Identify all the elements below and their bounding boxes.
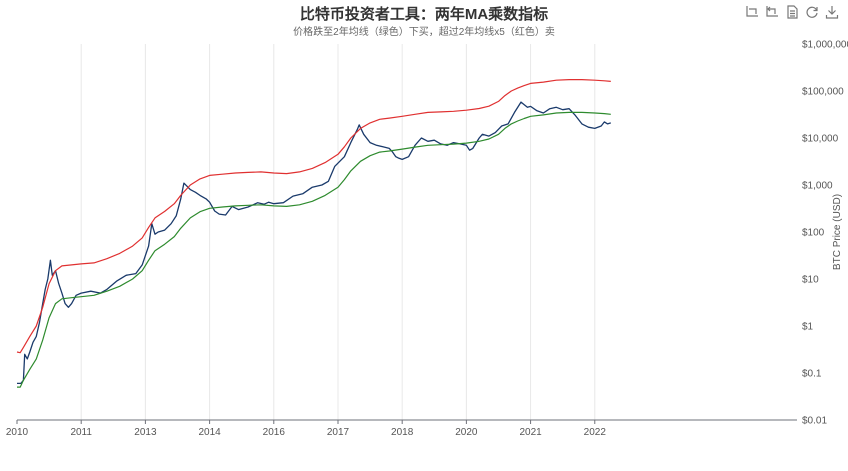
series-line-2 — [16, 79, 611, 354]
y-tick-label: $100 — [802, 228, 825, 239]
series-line-0 — [17, 101, 611, 385]
x-tick-label: 2013 — [134, 427, 157, 438]
x-tick-label: 2014 — [198, 427, 221, 438]
chart-subtitle: 价格跌至2年均线（绿色）下买，超过2年均线x5（红色）卖 — [293, 27, 555, 38]
toolbox — [744, 5, 840, 21]
series-layer — [16, 79, 611, 388]
zoom-reset-icon[interactable] — [764, 5, 780, 21]
series-line-1 — [17, 111, 611, 388]
y-tick-label: $1,000 — [802, 181, 833, 192]
y-axis-label: BTC Price (USD) — [832, 194, 843, 270]
axis-layer: 2010 2011 2013 2014 2016 2017 2018 2020 2021 2022… — [6, 40, 848, 439]
x-tick-label: 2016 — [263, 427, 286, 438]
data-view-icon[interactable] — [784, 5, 800, 21]
x-tick-label: 2017 — [327, 427, 350, 438]
x-tick-label: 2020 — [455, 427, 478, 438]
x-tick-label: 2010 — [6, 427, 29, 438]
download-icon[interactable] — [824, 5, 840, 21]
y-tick-label: $10 — [802, 275, 819, 286]
restore-icon[interactable] — [804, 5, 820, 21]
x-tick-label: 2021 — [519, 427, 542, 438]
zoom-icon[interactable] — [744, 5, 760, 21]
chart-title: 比特币投资者工具：两年MA乘数指标 — [299, 6, 549, 23]
y-tick-label: $100,000 — [802, 87, 844, 98]
y-tick-label: $1,000,000 — [802, 40, 848, 51]
x-tick-label: 2011 — [70, 427, 92, 438]
y-tick-label: $0.01 — [802, 416, 827, 427]
y-tick-label: $0.1 — [802, 369, 822, 380]
x-tick-label: 2022 — [584, 427, 607, 438]
y-tick-label: $10,000 — [802, 134, 839, 145]
y-tick-label: $1 — [802, 322, 814, 333]
x-tick-label: 2018 — [391, 427, 414, 438]
